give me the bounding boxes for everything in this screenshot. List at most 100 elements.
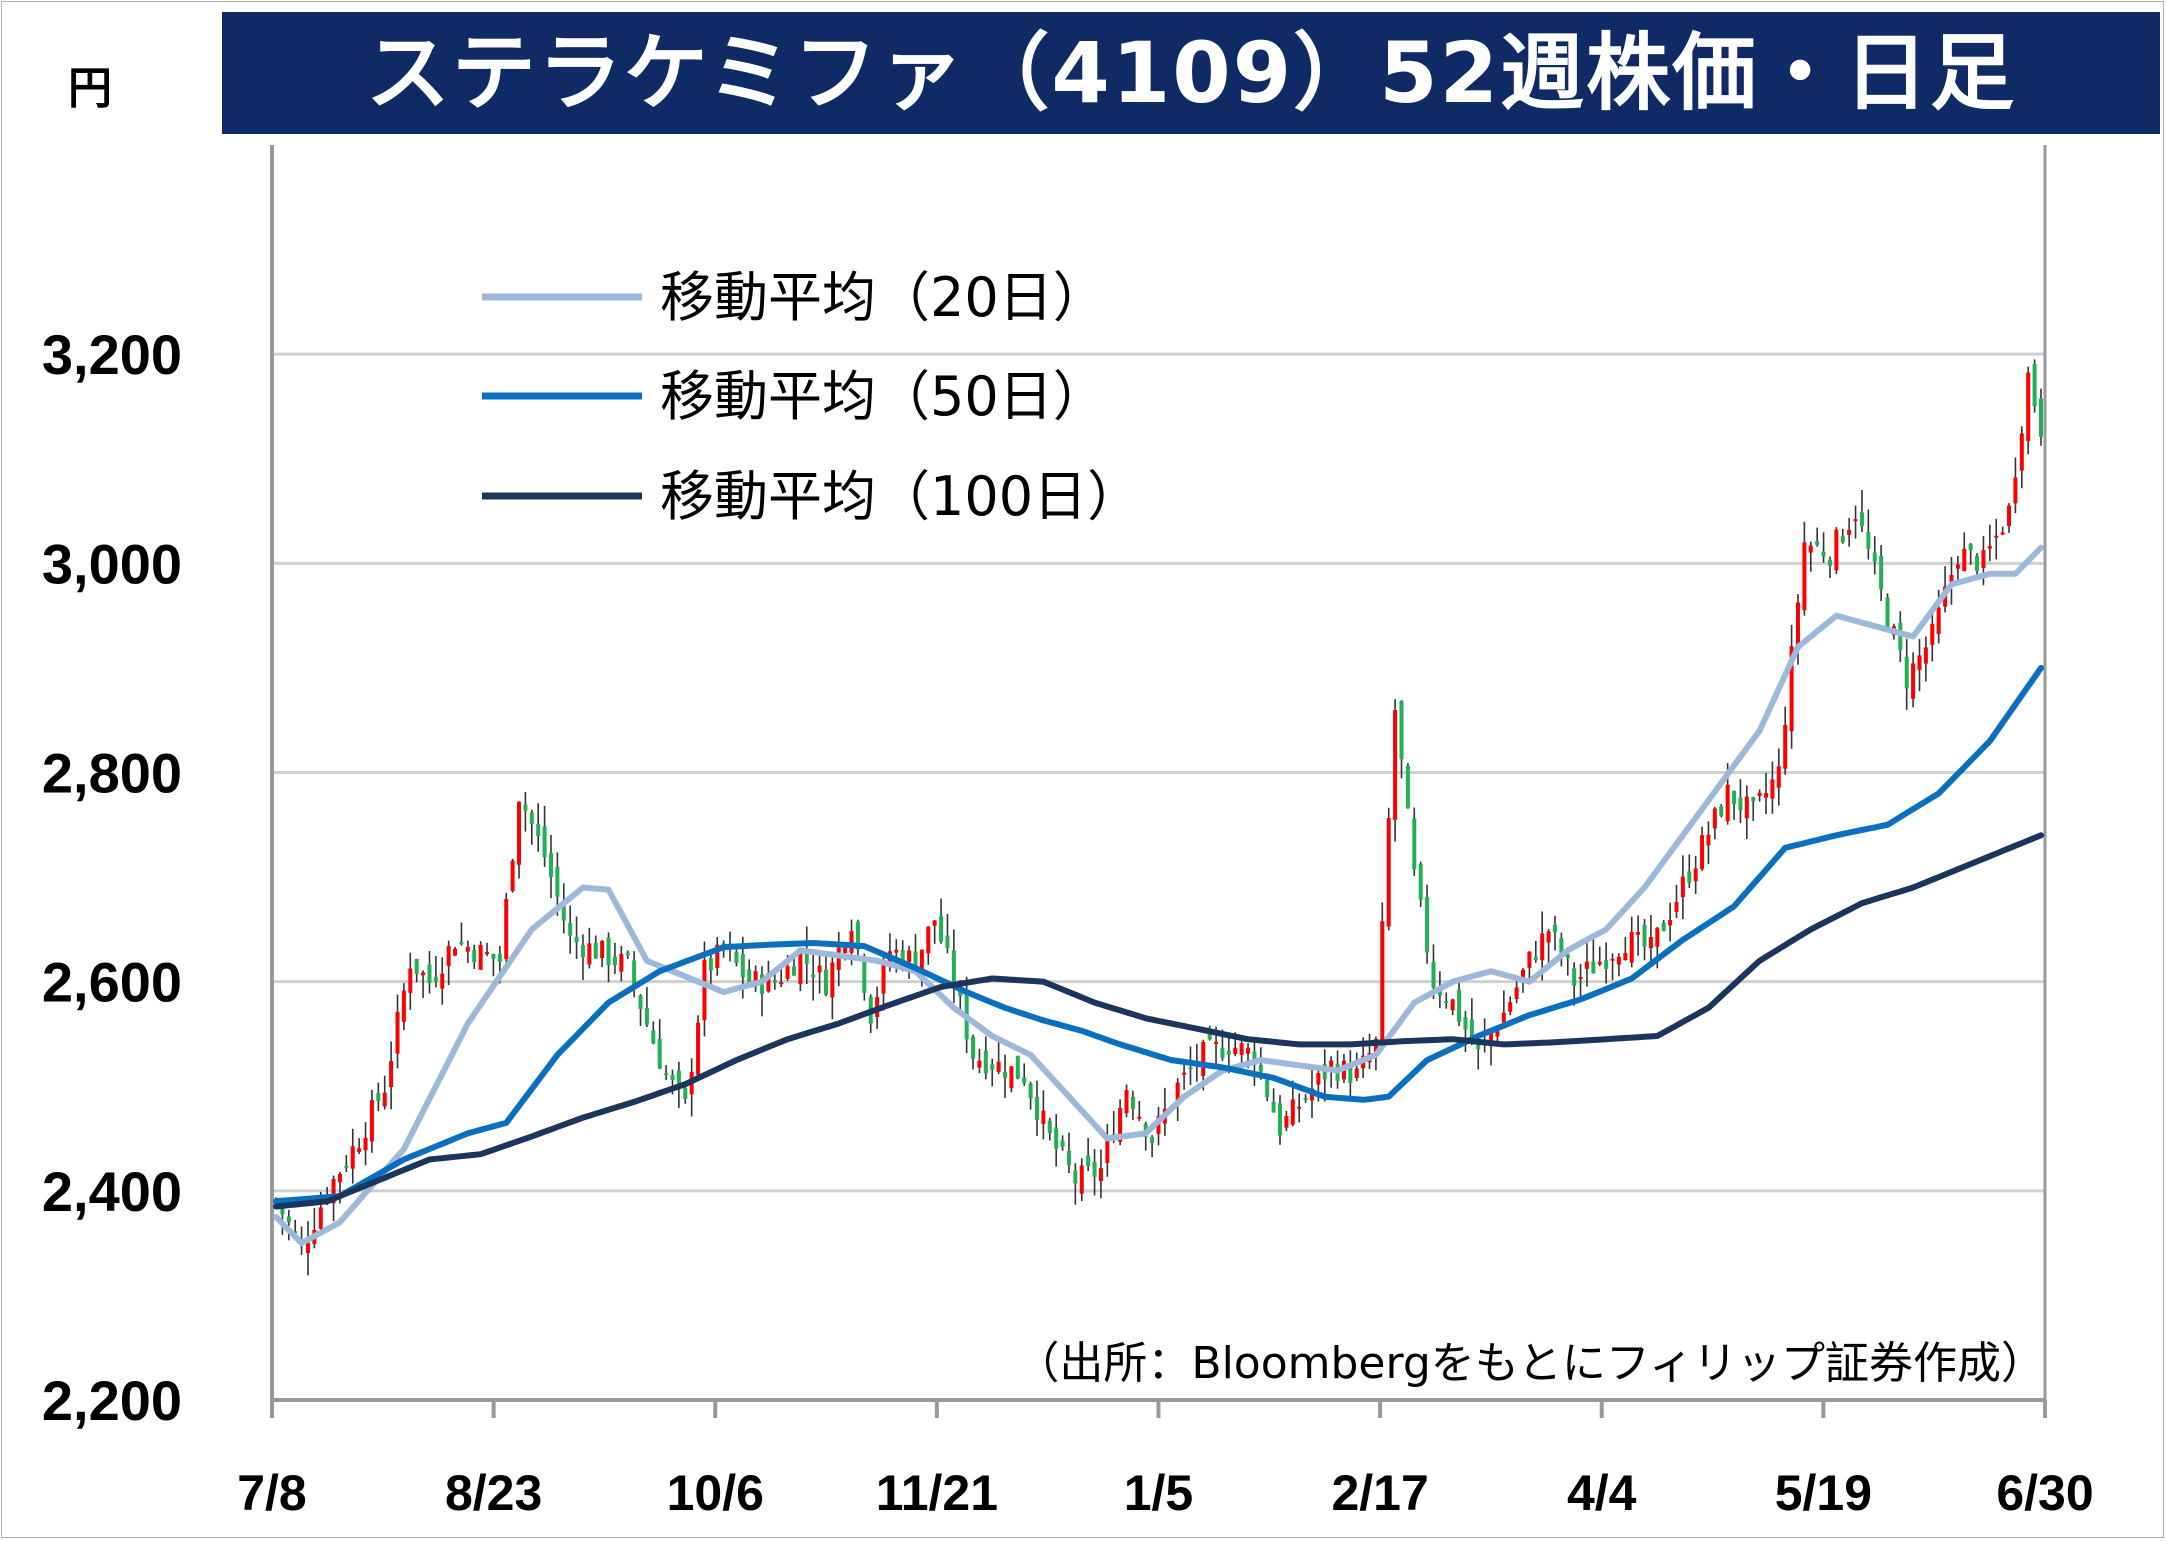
x-tick-label: 5/19	[1775, 1465, 1872, 1521]
candle-up	[907, 950, 912, 963]
candle-up	[1597, 961, 1602, 965]
candle-down	[1552, 924, 1557, 933]
candle-up	[1201, 1041, 1206, 1076]
candle-up	[305, 1242, 310, 1254]
candle-down	[1015, 1055, 1020, 1079]
y-tick-label: 3,000	[42, 532, 182, 595]
candle-up	[1789, 646, 1794, 732]
candle-down	[1303, 1097, 1308, 1100]
ma-line-50	[273, 664, 2044, 1205]
candle-down	[1252, 1051, 1257, 1066]
candle-down	[670, 1074, 675, 1080]
candle-up	[1546, 931, 1551, 943]
candle-up	[696, 1022, 701, 1075]
candle-up	[1233, 1047, 1238, 1055]
candle-down	[497, 953, 502, 963]
candle-down	[939, 916, 944, 942]
candle-up	[465, 946, 470, 952]
candle-down	[632, 960, 637, 986]
candle-down	[542, 826, 547, 858]
candle-down	[523, 804, 528, 811]
candle-up	[1329, 1060, 1334, 1071]
candle-up	[715, 944, 720, 969]
candle-down	[606, 937, 611, 966]
candle-down	[1425, 897, 1430, 953]
candle-up	[1917, 655, 1922, 670]
candle-up	[318, 1207, 323, 1229]
candle-down	[1028, 1083, 1033, 1099]
candle-up	[1764, 793, 1769, 798]
candle-up	[1802, 542, 1807, 611]
candle-up	[830, 962, 835, 998]
candle-down	[1719, 806, 1724, 816]
candle-up	[408, 968, 413, 993]
candle-down	[855, 921, 860, 950]
candle-down	[548, 853, 553, 878]
candle-up	[1450, 999, 1455, 1011]
x-tick-label: 11/21	[876, 1465, 998, 1521]
candle-up	[996, 1061, 1001, 1072]
candle-down	[1732, 790, 1737, 805]
candle-down	[1207, 1031, 1212, 1040]
candle-up	[1648, 936, 1653, 949]
candle-down	[900, 949, 905, 967]
x-tick-label: 1/5	[1124, 1465, 1194, 1521]
x-tick-label: 4/4	[1567, 1465, 1637, 1521]
candle-down	[913, 951, 918, 972]
candle-up	[1214, 1041, 1219, 1044]
candle-down	[1265, 1079, 1270, 1098]
candle-down	[747, 969, 752, 984]
y-tick-label: 2,400	[42, 1160, 182, 1223]
candle-down	[491, 953, 496, 959]
axes	[270, 145, 2047, 1418]
candle-up	[395, 1011, 400, 1054]
candle-up	[702, 959, 707, 1021]
candle-up	[1489, 1033, 1494, 1046]
candle-down	[644, 1007, 649, 1025]
candle-up	[1041, 1110, 1046, 1125]
candle-up	[587, 943, 592, 965]
candle-down	[1003, 1071, 1008, 1078]
candle-up	[1847, 530, 1852, 535]
candle-up	[1712, 808, 1717, 829]
candle-down	[651, 1030, 656, 1044]
candle-up	[1514, 987, 1519, 999]
candle-up	[1584, 961, 1589, 969]
candle-down	[1220, 1047, 1225, 1058]
candle-down	[1092, 1161, 1097, 1177]
candle-up	[919, 949, 924, 977]
candle-down	[971, 1036, 976, 1060]
x-tick-label: 7/8	[237, 1465, 307, 1521]
candle-up	[926, 926, 931, 954]
candle-up	[478, 945, 483, 970]
candle-up	[1981, 550, 1986, 569]
legend: 移動平均（20日） 移動平均（50日） 移動平均（100日）	[482, 266, 1141, 528]
candle-down	[1399, 701, 1404, 760]
candle-down	[804, 948, 809, 964]
candle-up	[363, 1137, 368, 1151]
candle-down	[1457, 989, 1462, 1022]
y-tick-label: 2,600	[42, 951, 182, 1014]
candle-down	[625, 952, 630, 956]
candle-down	[472, 949, 477, 963]
candle-down	[1904, 656, 1909, 689]
candle-up	[1911, 663, 1916, 699]
candle-down	[1463, 1017, 1468, 1030]
candle-down	[1188, 1067, 1193, 1070]
candle-down	[580, 945, 585, 958]
candle-up	[849, 930, 854, 953]
candle-up	[894, 949, 899, 953]
candle-up	[1290, 1099, 1295, 1125]
candle-up	[1239, 1043, 1244, 1055]
candle-up	[881, 960, 886, 994]
candle-up	[1834, 529, 1839, 571]
candle-down	[1226, 1050, 1231, 1055]
gridlines	[272, 352, 2045, 1193]
candle-up	[1930, 623, 1935, 645]
candle-up	[1923, 647, 1928, 664]
candle-up	[1693, 868, 1698, 882]
candle-down	[823, 969, 828, 995]
candle-up	[1853, 519, 1858, 522]
candle-down	[1559, 937, 1564, 957]
